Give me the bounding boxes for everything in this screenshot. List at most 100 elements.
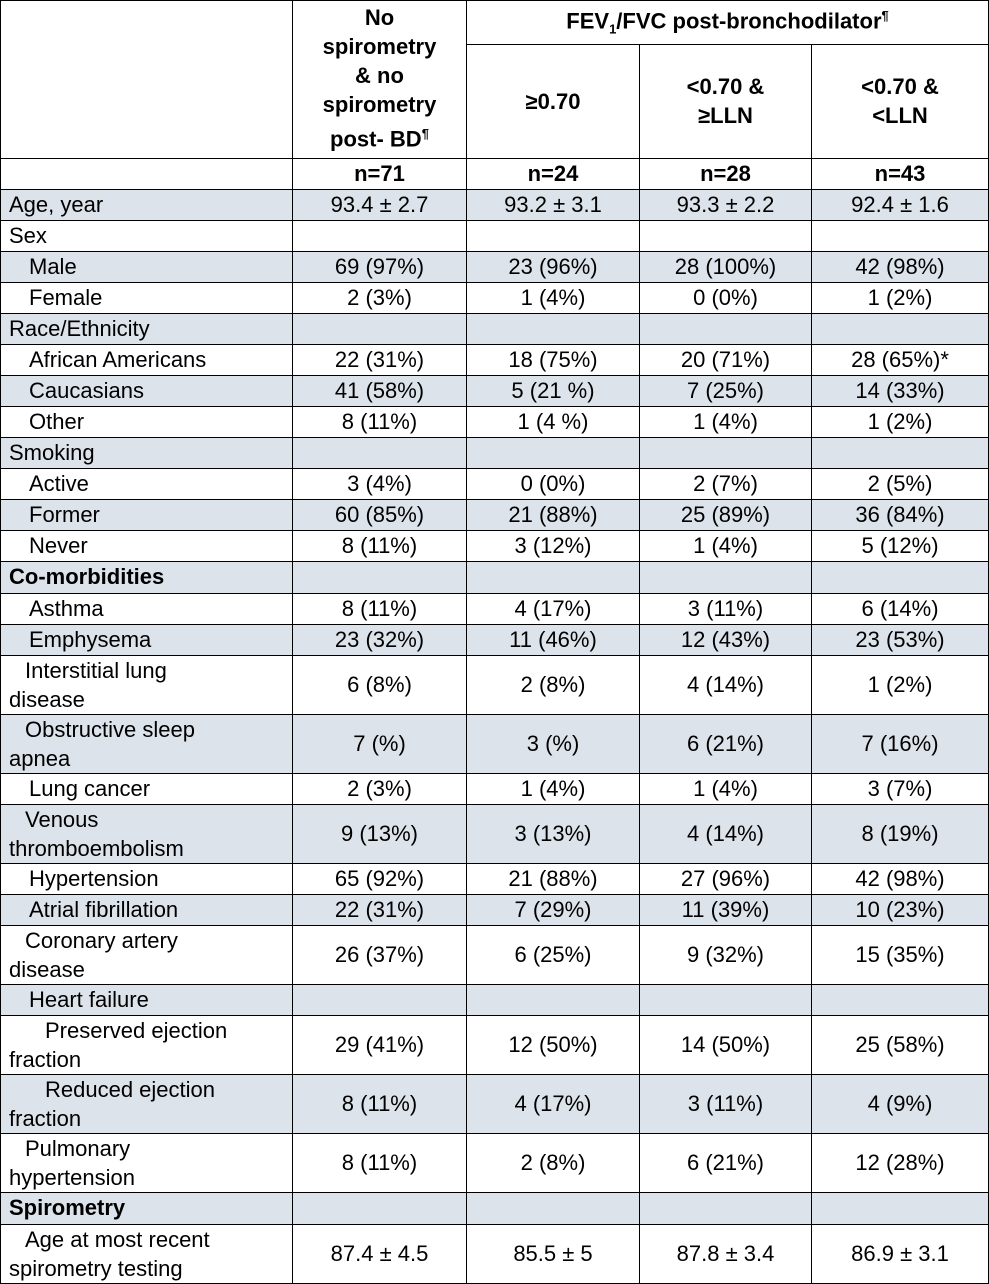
value-cell: 28 (65%)*	[810, 343, 989, 376]
value-cell: 8 (11%)	[292, 405, 467, 438]
value-cell	[810, 983, 989, 1016]
value-cell	[292, 560, 467, 594]
value-cell	[810, 560, 989, 594]
table-row: Smoking	[0, 436, 989, 469]
value-cell: 14 (50%)	[639, 1014, 812, 1075]
value-cell: 4 (9%)	[810, 1073, 989, 1134]
value-cell: 1 (4%)	[466, 281, 640, 314]
table-row: Interstitial lung disease 6 (8%) 2 (8%) 4 (1…	[0, 654, 989, 715]
value-cell: 26 (37%)	[292, 924, 467, 985]
value-cell: 3 (11%)	[639, 592, 812, 625]
table-row: Emphysema 23 (32%) 11 (46%) 12 (43%) 23 (53%…	[0, 623, 989, 656]
row-label-line: Interstitial lung	[25, 657, 167, 683]
value-cell: 42 (98%)	[810, 250, 989, 283]
value-cell: 1 (4 %)	[466, 405, 640, 438]
value-cell: 1 (2%)	[810, 405, 989, 438]
row-label: Male	[0, 250, 293, 283]
value-cell: 3 (4%)	[292, 467, 467, 500]
header-lt-0-70-lt-lln: <0.70 & <LLN	[810, 43, 989, 159]
value-cell	[810, 436, 989, 469]
row-label: Interstitial lung disease	[0, 654, 293, 715]
value-cell: 65 (92%)	[292, 862, 467, 895]
value-cell: 3 (%)	[466, 713, 640, 774]
table-row: Spirometry	[0, 1191, 989, 1225]
value-cell: 7 (25%)	[639, 374, 812, 407]
value-cell: 7 (16%)	[810, 713, 989, 774]
row-label: Hypertension	[0, 862, 293, 895]
value-cell	[292, 219, 467, 252]
row-label-line: apnea	[9, 745, 71, 771]
value-cell: 4 (14%)	[639, 654, 812, 715]
table-row: Pulmonary hypertension 8 (11%) 2 (8%) 6 (21%…	[0, 1132, 989, 1193]
table-row: Race/Ethnicity	[0, 312, 989, 345]
row-label: Obstructive sleep apnea	[0, 713, 293, 774]
value-cell	[639, 1191, 812, 1225]
header-lt-0-70-ge-lln: <0.70 & ≥LLN	[639, 43, 812, 159]
row-label: Preserved ejection fraction	[0, 1014, 293, 1075]
value-cell: 18 (75%)	[466, 343, 640, 376]
row-label: African Americans	[0, 343, 293, 376]
value-cell: 3 (13%)	[466, 803, 640, 864]
header-no-spirometry: No spirometry & no spirometry post- BD¶	[292, 0, 467, 159]
row-label: Atrial fibrillation	[0, 893, 293, 926]
value-cell: 23 (32%)	[292, 623, 467, 656]
value-cell: 2 (3%)	[292, 772, 467, 805]
value-cell	[639, 219, 812, 252]
value-cell: 10 (23%)	[810, 893, 989, 926]
value-cell: 20 (71%)	[639, 343, 812, 376]
value-cell: 23 (96%)	[466, 250, 640, 283]
value-cell: 12 (50%)	[466, 1014, 640, 1075]
value-cell: 60 (85%)	[292, 498, 467, 531]
row-label-line: thromboembolism	[9, 835, 184, 861]
row-label-line: Obstructive sleep	[25, 716, 195, 742]
row-label: Reduced ejection fraction	[0, 1073, 293, 1134]
value-cell: 14 (33%)	[810, 374, 989, 407]
value-cell: 2 (8%)	[466, 654, 640, 715]
table-row: Hypertension 65 (92%) 21 (88%) 27 (96%) 42 (…	[0, 862, 989, 895]
value-cell: 25 (58%)	[810, 1014, 989, 1075]
value-cell: 21 (88%)	[466, 862, 640, 895]
value-cell: 25 (89%)	[639, 498, 812, 531]
row-label-line: disease	[9, 956, 85, 982]
value-cell	[292, 436, 467, 469]
value-cell: 8 (11%)	[292, 592, 467, 625]
row-label: Heart failure	[0, 983, 293, 1016]
table-row: Never 8 (11%) 3 (12%) 1 (4%) 5 (12%)	[0, 529, 989, 562]
row-label-line: Age at most recent	[25, 1226, 210, 1252]
value-cell: 23 (53%)	[810, 623, 989, 656]
value-cell: 6 (14%)	[810, 592, 989, 625]
value-cell	[639, 983, 812, 1016]
row-label: Lung cancer	[0, 772, 293, 805]
table-row: Other 8 (11%) 1 (4 %) 1 (4%) 1 (2%)	[0, 405, 989, 438]
row-label: Coronary artery disease	[0, 924, 293, 985]
value-cell: 28 (100%)	[639, 250, 812, 283]
value-cell: 22 (31%)	[292, 893, 467, 926]
row-label: Never	[0, 529, 293, 562]
row-label: Asthma	[0, 592, 293, 625]
value-cell	[639, 312, 812, 345]
table-row: Obstructive sleep apnea 7 (%) 3 (%) 6 (21%) 7…	[0, 713, 989, 774]
value-cell: 1 (4%)	[466, 772, 640, 805]
value-cell: 6 (21%)	[639, 1132, 812, 1193]
value-cell	[466, 560, 640, 594]
row-label: Race/Ethnicity	[0, 312, 293, 345]
value-cell: 9 (13%)	[292, 803, 467, 864]
table-row: Former 60 (85%) 21 (88%) 25 (89%) 36 (84%)	[0, 498, 989, 531]
table-row: Venous thromboembolism 9 (13%) 3 (13%) 4 (14…	[0, 803, 989, 864]
value-cell: 92.4 ± 1.6	[810, 188, 989, 221]
value-cell: 86.9 ± 3.1	[810, 1223, 989, 1284]
value-cell: 2 (5%)	[810, 467, 989, 500]
value-cell: 6 (8%)	[292, 654, 467, 715]
table-row: Preserved ejection fraction 29 (41%) 12 (50…	[0, 1014, 989, 1075]
table-row: Co-morbidities	[0, 560, 989, 594]
row-label-line: hypertension	[9, 1164, 135, 1190]
table-row: Age, year 93.4 ± 2.7 93.2 ± 3.1 93.3 ± 2.2 9…	[0, 188, 989, 221]
table-row: Atrial fibrillation 22 (31%) 7 (29%) 11 (39…	[0, 893, 989, 926]
value-cell: 29 (41%)	[292, 1014, 467, 1075]
row-label-line: Pulmonary	[25, 1135, 131, 1161]
value-cell: 42 (98%)	[810, 862, 989, 895]
value-cell	[810, 219, 989, 252]
value-cell: 4 (14%)	[639, 803, 812, 864]
value-cell: 3 (11%)	[639, 1073, 812, 1134]
